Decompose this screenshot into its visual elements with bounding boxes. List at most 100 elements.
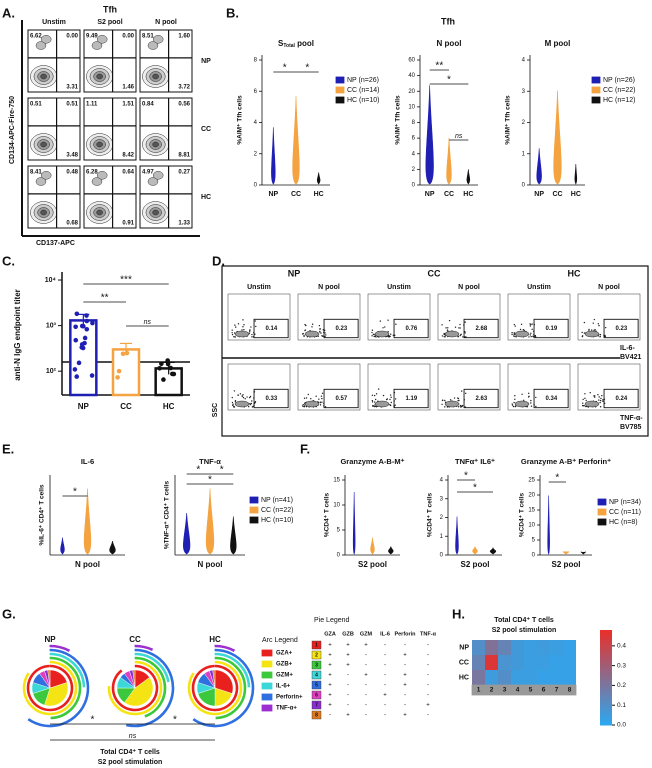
event <box>600 397 602 400</box>
legend-label: NP (n=41) <box>261 497 293 504</box>
event <box>588 329 590 331</box>
y-tick-label: 0 <box>412 183 416 189</box>
event <box>464 332 466 334</box>
sign: + <box>403 683 407 689</box>
sign: + <box>328 703 332 709</box>
legend-swatch <box>249 516 259 524</box>
sign: - <box>384 673 386 679</box>
legend-swatch <box>335 96 345 104</box>
event <box>387 319 389 321</box>
dot <box>168 365 174 371</box>
y-tick-label: 0 <box>337 553 341 559</box>
row-label: BV785 <box>620 424 642 431</box>
arc <box>214 652 251 688</box>
quadrant-value: 6.28 <box>86 170 98 176</box>
event <box>237 323 240 325</box>
significance: ** <box>101 293 109 304</box>
flow-plot <box>437 293 501 341</box>
y-tick-label: 15 <box>333 478 340 484</box>
column-header: Unstim <box>387 284 411 291</box>
quadrant-value: 0.51 <box>30 102 42 108</box>
column-label: 5 <box>529 687 533 694</box>
arc <box>22 660 78 716</box>
flow-plot <box>577 363 641 411</box>
violin <box>316 172 321 185</box>
sign: - <box>427 673 429 679</box>
colorbar-step <box>600 660 612 664</box>
heatmap-cell <box>550 655 563 670</box>
event <box>593 395 596 397</box>
colorbar-step <box>600 649 612 652</box>
contour <box>96 171 108 180</box>
legend-swatch <box>261 671 273 679</box>
event <box>599 333 602 336</box>
flow-plot <box>83 97 137 161</box>
column-header: GZM <box>360 631 373 637</box>
heatmap-cell <box>524 640 537 655</box>
panel-frame <box>221 265 649 437</box>
event <box>389 394 392 396</box>
arc <box>111 664 159 712</box>
dot <box>82 335 88 341</box>
event <box>464 321 466 323</box>
colorbar-step <box>600 641 612 645</box>
heatmap-cell <box>524 655 537 670</box>
title-subscript: Total <box>283 43 295 49</box>
legend-swatch <box>261 649 273 657</box>
x-tick-label: HC <box>314 191 324 198</box>
sign: - <box>427 643 429 649</box>
row-number: 1 <box>315 642 318 648</box>
dot <box>84 313 89 318</box>
colorbar-step <box>600 630 612 633</box>
flow-plot <box>139 165 193 229</box>
arc <box>192 648 255 728</box>
event <box>231 396 233 399</box>
quadrant-value: 0.51 <box>66 102 78 108</box>
flow-plot <box>507 363 571 411</box>
event <box>521 393 523 395</box>
sign: - <box>365 713 367 719</box>
flow-plot <box>437 363 501 411</box>
violin <box>466 169 471 185</box>
dot <box>84 318 90 324</box>
sign: + <box>328 693 332 699</box>
column-label: 2 <box>490 687 494 694</box>
row-number: 3 <box>315 662 318 668</box>
significance: ns <box>455 133 463 140</box>
contour <box>91 177 103 186</box>
axis-label: CD134-APC-Fire-750 <box>9 96 16 164</box>
quadrant-value: 3.48 <box>66 153 78 159</box>
event <box>531 323 533 325</box>
event <box>384 326 386 328</box>
event <box>231 332 233 334</box>
event <box>585 399 587 402</box>
x-tick-label: CC <box>291 191 301 198</box>
dot <box>84 326 90 332</box>
event <box>581 331 583 334</box>
event <box>254 320 256 322</box>
event <box>232 403 234 405</box>
sign: - <box>347 693 349 699</box>
significance: * <box>464 471 468 482</box>
sign: - <box>384 703 386 709</box>
event <box>231 329 233 331</box>
contour <box>444 400 460 408</box>
colorbar-step <box>600 684 612 688</box>
event <box>375 393 378 395</box>
event <box>512 405 515 408</box>
y-tick-label: 0 <box>532 553 536 559</box>
colorbar-step <box>600 706 612 709</box>
heatmap-cell <box>563 655 576 670</box>
sign: + <box>426 703 430 709</box>
legend-label: GZM+ <box>276 673 293 679</box>
y-tick-label: 1 <box>522 151 526 157</box>
gate-value: 0.34 <box>546 396 558 402</box>
event <box>390 401 392 404</box>
event <box>305 324 307 327</box>
event <box>311 326 313 328</box>
contour <box>96 73 103 80</box>
axis-label: %TNF-α⁺ CD4⁺ T cells <box>164 480 171 549</box>
quadrant-value: 8.51 <box>142 34 154 40</box>
y-tick-label: 2 <box>254 151 258 157</box>
event <box>460 334 462 336</box>
